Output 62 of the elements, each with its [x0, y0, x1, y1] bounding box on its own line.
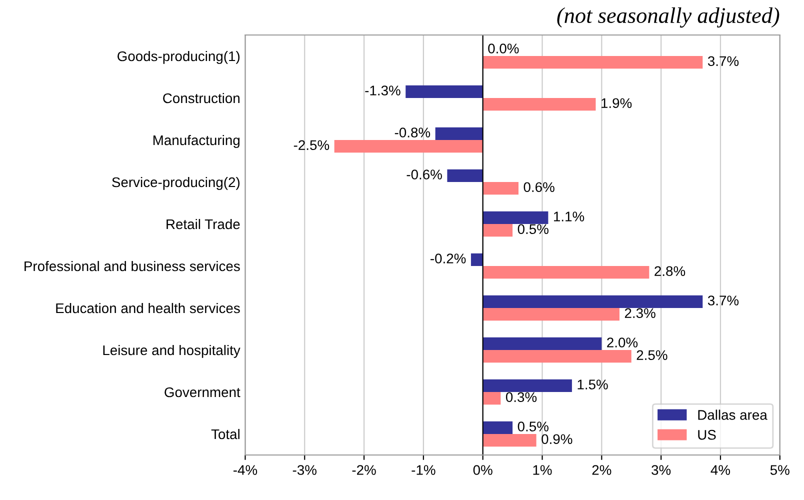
legend-label: Dallas area: [698, 410, 768, 420]
x-tick-label: 1%: [533, 465, 552, 475]
data-label: 2.5%: [636, 350, 668, 360]
data-label: -1.3%: [365, 86, 400, 96]
data-label: 0.3%: [506, 392, 537, 402]
data-label: -0.2%: [430, 254, 466, 264]
chart-subtitle: (not seasonally adjusted): [557, 7, 780, 28]
x-tick-label: -2%: [352, 465, 376, 475]
bar: [482, 392, 501, 405]
bar: [482, 224, 513, 237]
y-tick-label: Goods-producing(1): [118, 50, 240, 64]
legend-label: US: [698, 430, 716, 440]
bar: [482, 211, 548, 224]
bar: [482, 308, 620, 321]
data-label: 0.0%: [488, 44, 519, 54]
bar: [482, 350, 632, 363]
bar: [447, 169, 483, 182]
data-label: 2.8%: [654, 266, 686, 276]
y-tick-label: Service-producing(2): [112, 176, 240, 190]
data-label: 3.7%: [708, 296, 739, 306]
data-label: 0.6%: [524, 182, 554, 192]
bar: [470, 253, 483, 266]
bar: [334, 140, 483, 153]
x-tick-label: 4%: [710, 465, 730, 475]
data-label: 0.5%: [518, 422, 548, 432]
y-tick-label: Education and health services: [56, 302, 240, 314]
x-tick-label: 0%: [473, 465, 492, 475]
data-label: 2.3%: [624, 308, 656, 318]
x-tick-label: 2%: [592, 465, 612, 475]
bar: [482, 421, 513, 434]
data-label: 0.5%: [518, 224, 548, 234]
data-label: 1.1%: [554, 212, 584, 222]
data-label: 1.9%: [602, 98, 632, 108]
x-tick-label: -4%: [233, 465, 258, 475]
bar: [482, 56, 703, 69]
y-tick-label: Leisure and hospitality: [103, 344, 240, 358]
y-tick-label: Government: [164, 387, 240, 398]
x-tick-label: 5%: [770, 465, 790, 475]
y-tick-label: Manufacturing: [153, 134, 240, 148]
data-label: -0.6%: [406, 170, 442, 180]
x-tick-label: -3%: [292, 465, 316, 475]
data-label: 2.0%: [607, 338, 638, 348]
data-label: 1.5%: [578, 380, 608, 390]
data-label: -0.8%: [394, 128, 430, 138]
x-tick-label: 3%: [652, 465, 671, 475]
y-tick-label: Professional and business services: [24, 260, 240, 272]
bar: [482, 295, 703, 308]
bar: [482, 434, 536, 447]
data-label: 3.7%: [708, 56, 739, 66]
y-tick-label: Retail Trade: [166, 218, 240, 230]
data-label: -2.5%: [294, 140, 330, 150]
bar: [482, 182, 518, 195]
bar: [482, 266, 650, 279]
bar: [435, 127, 483, 140]
bar: [482, 337, 602, 350]
y-tick-label: Construction: [163, 92, 240, 104]
bar: [482, 379, 572, 392]
bar: [482, 98, 596, 111]
data-label: 0.9%: [542, 434, 572, 444]
y-tick-label: Total: [211, 428, 240, 440]
bar: [406, 85, 483, 98]
x-tick-label: -1%: [412, 465, 436, 475]
